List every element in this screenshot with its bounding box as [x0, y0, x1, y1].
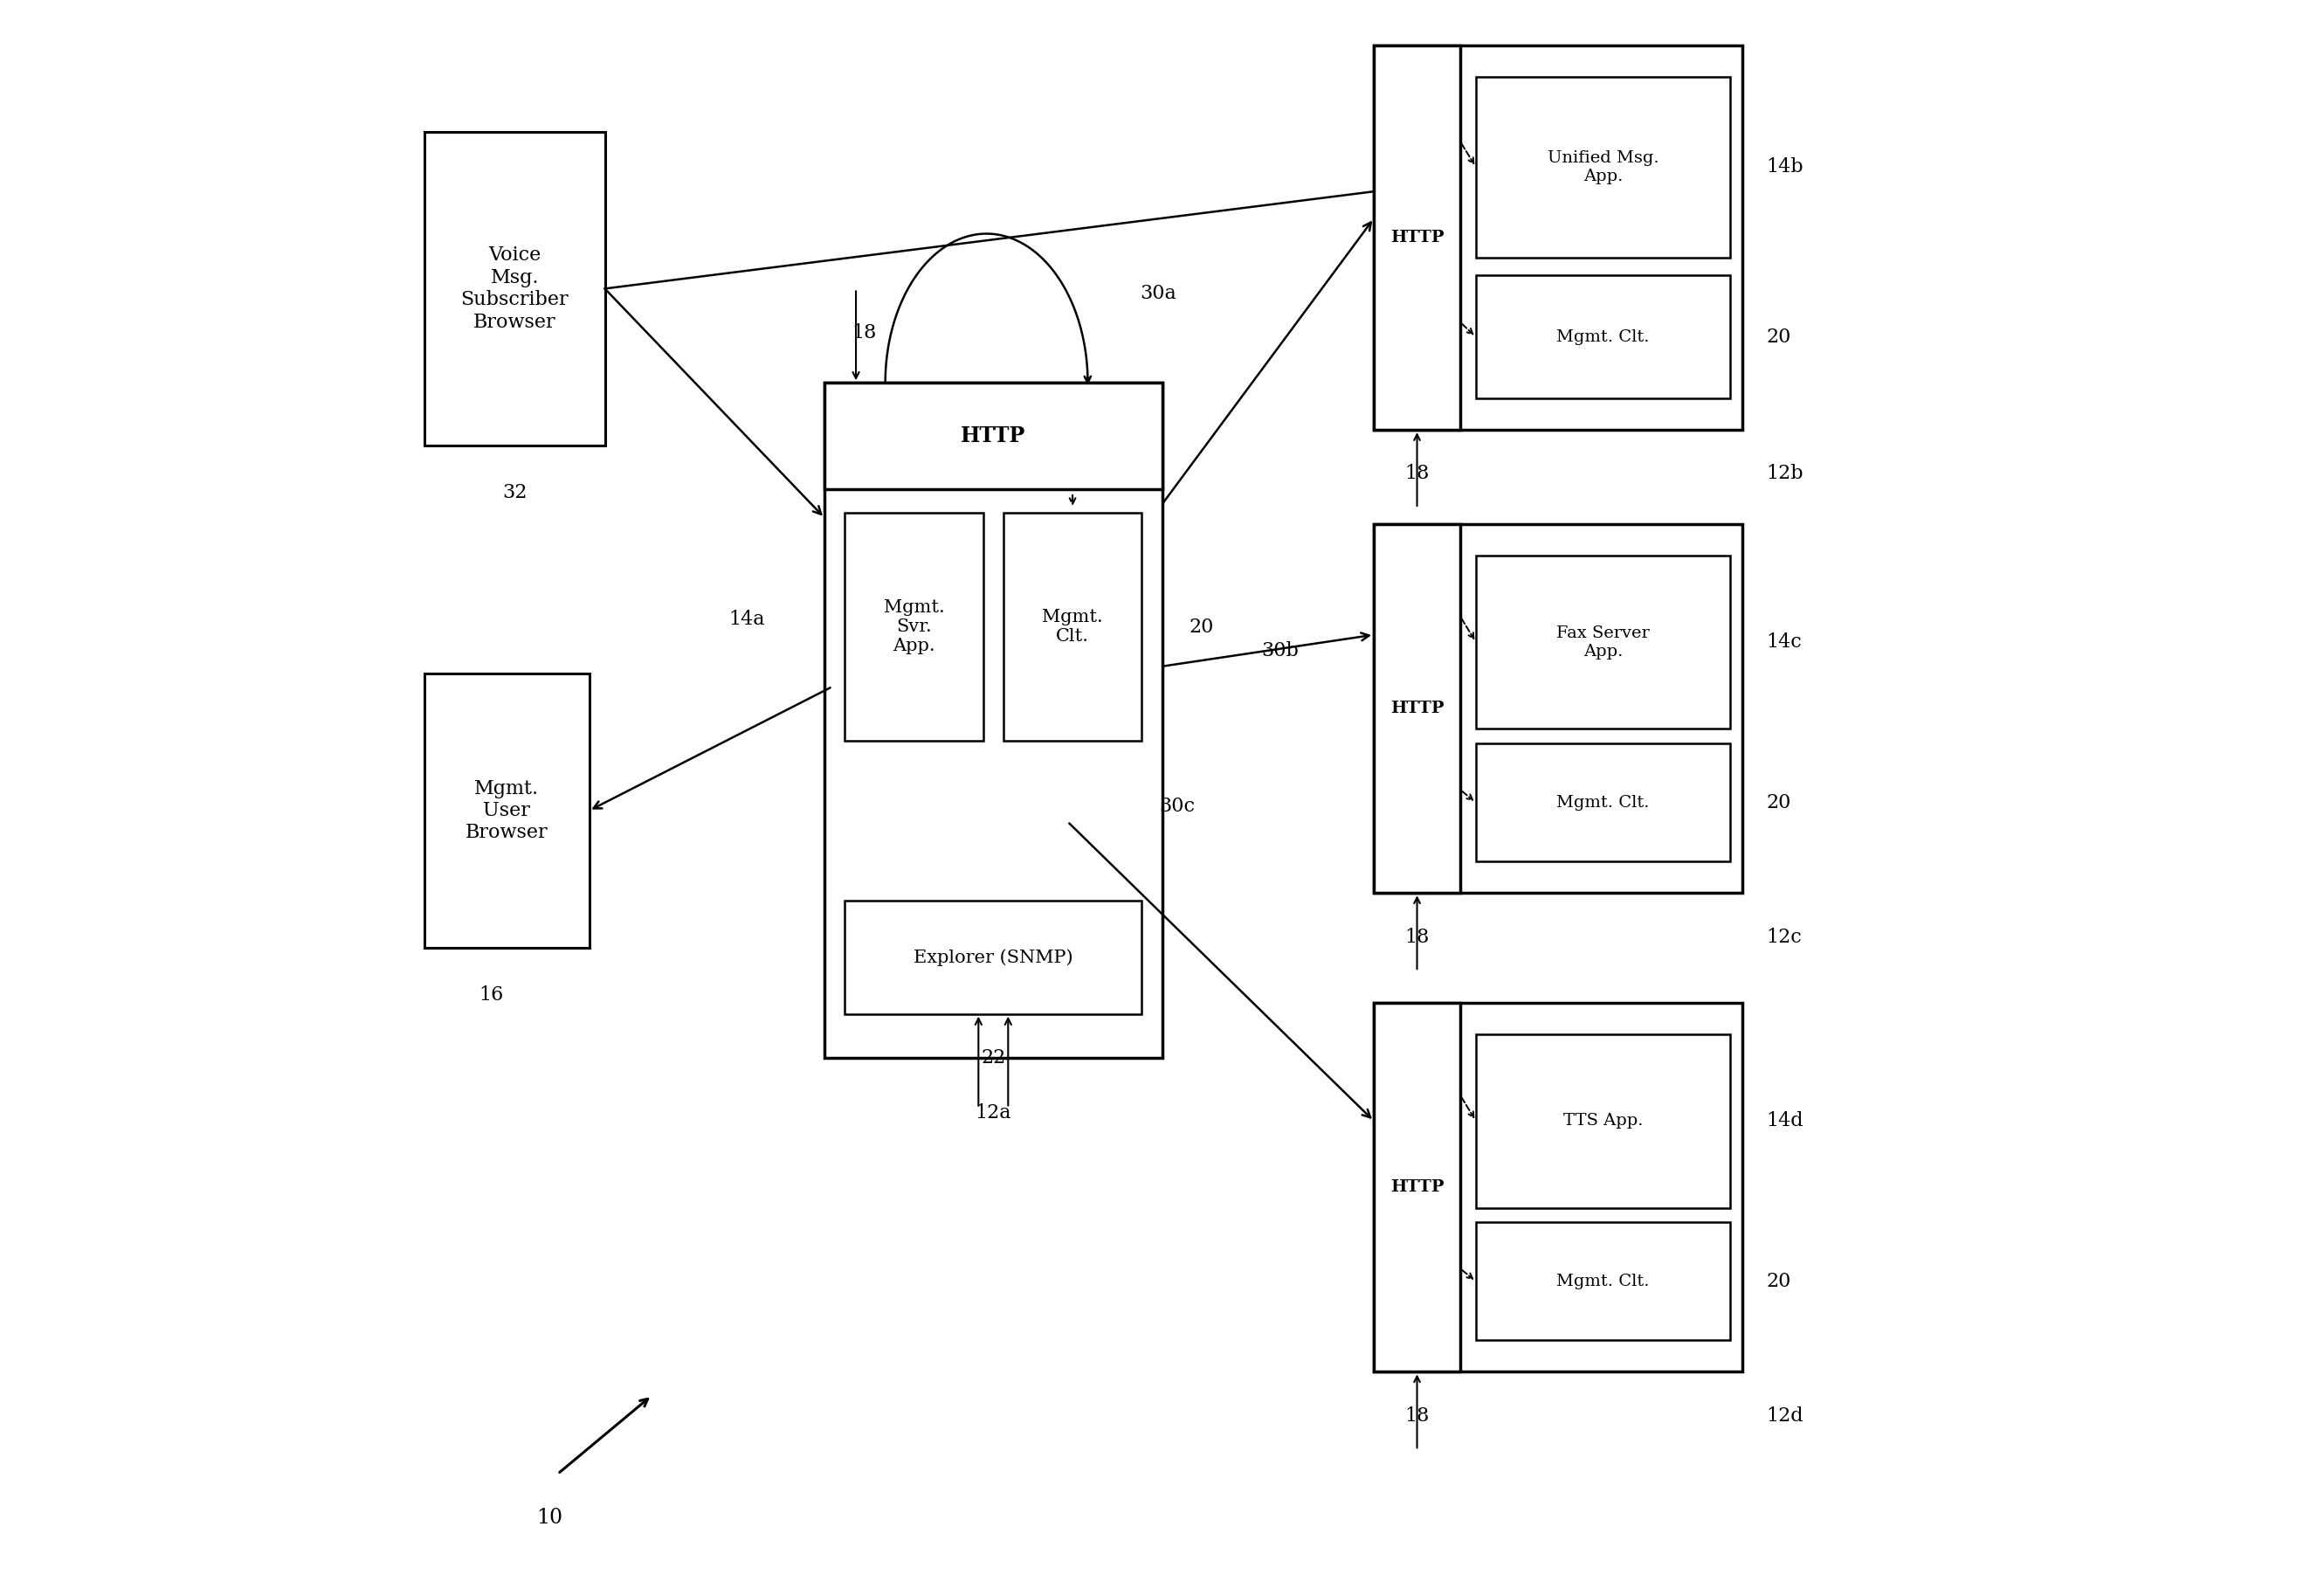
Bar — [1476, 1035, 1729, 1207]
Text: 14c: 14c — [1766, 633, 1801, 652]
Bar — [1476, 1223, 1729, 1340]
Bar — [1476, 275, 1729, 399]
Text: 12c: 12c — [1766, 927, 1801, 946]
Text: Mgmt.
Svr.
App.: Mgmt. Svr. App. — [883, 600, 944, 655]
Text: 22: 22 — [981, 1049, 1006, 1068]
Text: Explorer (SNMP): Explorer (SNMP) — [913, 949, 1074, 967]
Text: 18: 18 — [851, 323, 876, 342]
Bar — [425, 674, 588, 948]
Text: 20: 20 — [1766, 327, 1792, 346]
Text: HTTP: HTTP — [1390, 701, 1443, 717]
Text: Mgmt. Clt.: Mgmt. Clt. — [1557, 329, 1650, 345]
Text: 16: 16 — [479, 986, 504, 1005]
Text: 14a: 14a — [730, 609, 765, 628]
Text: HTTP: HTTP — [960, 426, 1025, 446]
Bar — [1476, 744, 1729, 862]
Text: Mgmt. Clt.: Mgmt. Clt. — [1557, 794, 1650, 810]
Text: Mgmt.
User
Browser: Mgmt. User Browser — [465, 778, 548, 843]
Text: 10: 10 — [537, 1508, 562, 1528]
Text: TTS App.: TTS App. — [1564, 1114, 1643, 1130]
Text: Mgmt.
Clt.: Mgmt. Clt. — [1041, 609, 1104, 645]
Bar — [1373, 524, 1743, 894]
Text: Fax Server
App.: Fax Server App. — [1557, 625, 1650, 660]
Text: HTTP: HTTP — [1390, 229, 1443, 245]
Bar — [1373, 1003, 1459, 1372]
Text: 18: 18 — [1404, 464, 1429, 484]
Text: 12d: 12d — [1766, 1406, 1803, 1425]
Text: 32: 32 — [502, 483, 528, 503]
Text: Unified Msg.
App.: Unified Msg. App. — [1548, 150, 1659, 184]
Text: 30b: 30b — [1262, 641, 1299, 660]
Text: 14d: 14d — [1766, 1112, 1803, 1131]
Bar — [1476, 555, 1729, 729]
Text: 18: 18 — [1404, 927, 1429, 946]
Text: 20: 20 — [1766, 1272, 1792, 1291]
Text: Mgmt. Clt.: Mgmt. Clt. — [1557, 1274, 1650, 1289]
Bar — [1373, 46, 1743, 430]
Bar — [425, 131, 604, 446]
Text: Voice
Msg.
Subscriber
Browser: Voice Msg. Subscriber Browser — [460, 245, 569, 332]
Text: 30a: 30a — [1141, 283, 1176, 304]
Text: 20: 20 — [1766, 793, 1792, 812]
Text: 12a: 12a — [976, 1103, 1011, 1123]
Text: 18: 18 — [1404, 1406, 1429, 1425]
Bar — [846, 900, 1141, 1014]
Bar — [1373, 524, 1459, 894]
Text: 12b: 12b — [1766, 464, 1803, 484]
Bar — [1373, 1003, 1743, 1372]
Bar — [825, 383, 1162, 1058]
Text: 30c: 30c — [1160, 796, 1195, 816]
Text: 20: 20 — [1190, 617, 1213, 636]
Bar — [1373, 46, 1459, 430]
Text: 14b: 14b — [1766, 158, 1803, 177]
Text: HTTP: HTTP — [1390, 1180, 1443, 1196]
Bar — [1004, 513, 1141, 740]
Bar — [1476, 76, 1729, 258]
Bar — [825, 383, 1162, 489]
Bar — [846, 513, 983, 740]
